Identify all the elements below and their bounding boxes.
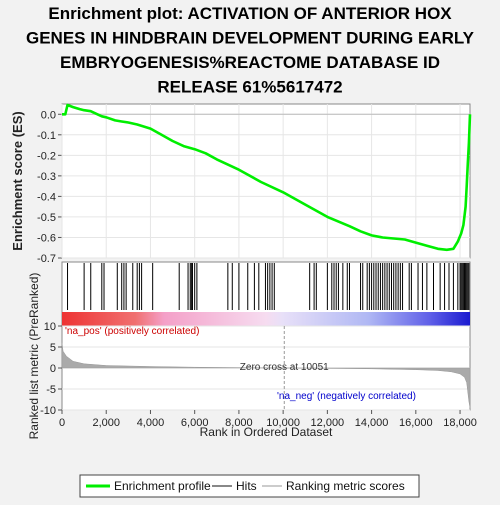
metric-tick-label: 5 — [50, 342, 56, 354]
metric-axis-label: Ranked list metric (PreRanked) — [27, 273, 41, 440]
chart-title-line: RELEASE 61%5617472 — [157, 78, 342, 97]
legend-label: Ranking metric scores — [286, 479, 405, 493]
metric-panel: 10 5 0 -5 -10 Zero cross at 10051 'na_pos' (po… — [27, 273, 471, 440]
zero-cross-label: Zero cross at 10051 — [240, 362, 329, 373]
x-axis: 0 2,000 4,000 6,000 8,000 10,000 12,000 14,000 1… — [59, 410, 477, 439]
es-tick-label: -0.5 — [37, 212, 56, 224]
es-panel: 0.0 -0.1 -0.2 -0.3 -0.4 -0.5 -0.6 -0.7 Enrichmen… — [10, 103, 472, 265]
es-tick-label: -0.1 — [37, 130, 56, 142]
neg-label: 'na_neg' (negatively correlated) — [277, 391, 416, 402]
x-tick-label: 4,000 — [137, 417, 165, 429]
x-tick-label: 16,000 — [399, 417, 433, 429]
legend: Enrichment profile Hits Ranking metric sco… — [79, 474, 420, 498]
chart-title: Enrichment plot: ACTIVATION OF ANTERIOR … — [26, 4, 475, 97]
metric-tick-label: 0 — [50, 363, 56, 375]
es-line — [62, 103, 472, 252]
pos-label: 'na_pos' (positively correlated) — [65, 326, 199, 337]
x-tick-label: 12,000 — [311, 417, 345, 429]
x-tick-label: 6,000 — [181, 417, 209, 429]
es-tick-label: -0.6 — [37, 232, 56, 244]
x-tick-label: 14,000 — [355, 417, 389, 429]
x-tick-label: 10,000 — [266, 417, 300, 429]
x-axis-label: Rank in Ordered Dataset — [200, 425, 333, 439]
rank-color-bar — [62, 312, 470, 326]
legend-label: Hits — [236, 479, 257, 493]
x-tick-label: 18,000 — [443, 417, 477, 429]
x-tick-label: 8,000 — [225, 417, 253, 429]
es-plot-area — [61, 103, 471, 259]
es-tick-label: 0.0 — [41, 109, 56, 121]
x-tick-label: 2,000 — [92, 417, 120, 429]
es-tick-label: -0.4 — [37, 191, 56, 203]
chart-title-line: GENES IN HINDBRAIN DEVELOPMENT DURING EA… — [26, 29, 475, 48]
metric-tick-label: 10 — [44, 321, 56, 333]
metric-area — [61, 342, 471, 408]
es-tick-label: -0.2 — [37, 150, 56, 162]
legend-box — [79, 474, 420, 498]
metric-tick-label: -5 — [46, 384, 56, 396]
es-tick-label: -0.7 — [37, 253, 56, 265]
hits-panel — [61, 261, 471, 327]
chart-title-line: EMBRYOGENESIS%REACTOME DATABASE ID — [60, 53, 440, 72]
legend-label: Enrichment profile — [114, 479, 211, 493]
es-tick-label: -0.3 — [37, 171, 56, 183]
x-tick-label: 0 — [59, 417, 65, 429]
chart-title-line: Enrichment plot: ACTIVATION OF ANTERIOR … — [48, 4, 452, 23]
metric-tick-label: -10 — [40, 405, 56, 417]
es-axis-label: Enrichment score (ES) — [10, 111, 25, 250]
